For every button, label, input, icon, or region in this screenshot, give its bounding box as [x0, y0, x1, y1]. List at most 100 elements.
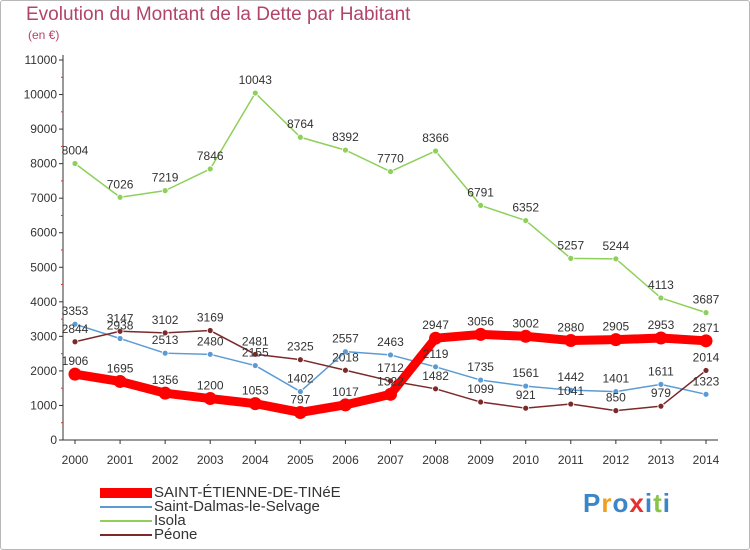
series-point-2	[161, 187, 169, 195]
series-point-2	[206, 165, 214, 173]
x-tick-label: 2014	[693, 453, 720, 467]
data-label: 850	[606, 391, 626, 405]
data-label: 1322	[377, 374, 404, 388]
data-label: 2557	[332, 332, 359, 346]
legend-item: Péone	[100, 526, 420, 543]
series-point-1	[612, 388, 620, 396]
series-point-0	[68, 367, 82, 381]
x-tick-label: 2010	[512, 453, 539, 467]
series-point-3	[161, 329, 169, 337]
data-label: 3056	[467, 314, 494, 328]
series-point-0	[203, 392, 217, 406]
x-tick-label: 2001	[107, 453, 134, 467]
series-point-2	[71, 160, 79, 167]
series-point-3	[296, 356, 304, 364]
series-point-2	[251, 89, 259, 97]
data-label: 2871	[693, 321, 720, 335]
series-point-1	[432, 363, 439, 371]
data-label: 2325	[287, 340, 314, 354]
y-tick-label: 3000	[30, 329, 57, 343]
series-point-0	[564, 334, 578, 348]
legend-label: SAINT-ÉTIENNE-DE-TINéE	[154, 484, 341, 501]
data-label: 2119	[423, 347, 449, 361]
x-tick-label: 2009	[467, 453, 494, 467]
data-label: 2844	[62, 322, 89, 336]
data-label: 1200	[197, 379, 224, 393]
series-point-3	[71, 338, 79, 346]
series-point-2	[657, 294, 665, 302]
x-tick-label: 2006	[332, 453, 359, 467]
data-label: 1099	[467, 382, 494, 396]
legend-item: SAINT-ÉTIENNE-DE-TINéE	[100, 484, 420, 501]
x-tick-label: 2011	[558, 453, 584, 467]
data-label: 8392	[332, 130, 359, 144]
data-label: 6791	[467, 185, 494, 199]
y-tick-label: 1000	[30, 398, 57, 412]
series-point-1	[251, 362, 259, 369]
x-tick-label: 2008	[422, 453, 449, 467]
data-label: 2014	[693, 350, 720, 364]
series-point-0	[699, 334, 713, 348]
series-point-2	[116, 193, 124, 201]
series-point-1	[342, 348, 349, 356]
series-point-2	[702, 309, 710, 317]
data-label: 8004	[62, 143, 89, 157]
series-point-0	[519, 329, 533, 343]
x-tick-label: 2013	[648, 453, 675, 467]
data-label: 2947	[422, 318, 449, 332]
series-point-3	[522, 404, 530, 412]
data-label: 2938	[107, 319, 134, 333]
y-tick-label: 2000	[30, 364, 57, 378]
data-label: 1695	[107, 361, 134, 375]
series-point-3	[612, 407, 620, 415]
y-tick-label: 10000	[24, 88, 58, 102]
series-point-1	[161, 349, 169, 357]
series-point-2	[296, 133, 304, 141]
series-point-3	[657, 402, 665, 410]
data-label: 3169	[197, 311, 224, 325]
series-point-2	[387, 168, 394, 175]
data-label: 7770	[377, 152, 404, 166]
legend-item: Saint-Dalmas-le-Selvage	[100, 498, 420, 515]
series-point-0	[158, 386, 172, 400]
series-point-2	[522, 217, 530, 224]
data-label: 7026	[107, 177, 134, 191]
data-label: 2018	[332, 350, 359, 364]
data-label: 1323	[693, 374, 720, 388]
y-tick-label: 0	[50, 433, 57, 447]
x-tick-label: 2000	[62, 453, 89, 467]
series-point-3	[342, 366, 349, 374]
series-point-0	[474, 327, 488, 341]
data-label: 2953	[648, 318, 675, 332]
x-tick-label: 2003	[197, 453, 224, 467]
series-point-1	[477, 376, 485, 384]
data-label: 7219	[152, 171, 179, 185]
series-point-3	[116, 327, 124, 335]
data-label: 2513	[152, 333, 179, 347]
data-label: 1906	[62, 354, 89, 368]
x-tick-label: 2002	[152, 453, 179, 467]
data-label: 3353	[62, 304, 89, 318]
data-label: 2463	[377, 335, 404, 349]
data-label: 2880	[557, 321, 584, 335]
chart-subtitle: (en €)	[28, 28, 60, 42]
data-label: 1356	[152, 373, 179, 387]
series-point-3	[432, 385, 439, 393]
data-label: 3147	[107, 311, 134, 325]
series-point-0	[293, 405, 307, 419]
series-point-2	[477, 202, 485, 209]
x-tick-label: 2007	[377, 453, 404, 467]
series-point-1	[657, 380, 665, 388]
legend-swatch	[100, 534, 152, 536]
series-point-1	[522, 382, 530, 390]
data-label: 4113	[648, 278, 674, 292]
series-point-1	[702, 390, 710, 398]
data-label: 3687	[693, 293, 720, 307]
series-point-2	[342, 146, 349, 154]
legend-item: Isola	[100, 512, 420, 529]
data-label: 5257	[557, 238, 584, 252]
series-point-0	[429, 331, 443, 345]
data-label: 1041	[557, 384, 584, 398]
